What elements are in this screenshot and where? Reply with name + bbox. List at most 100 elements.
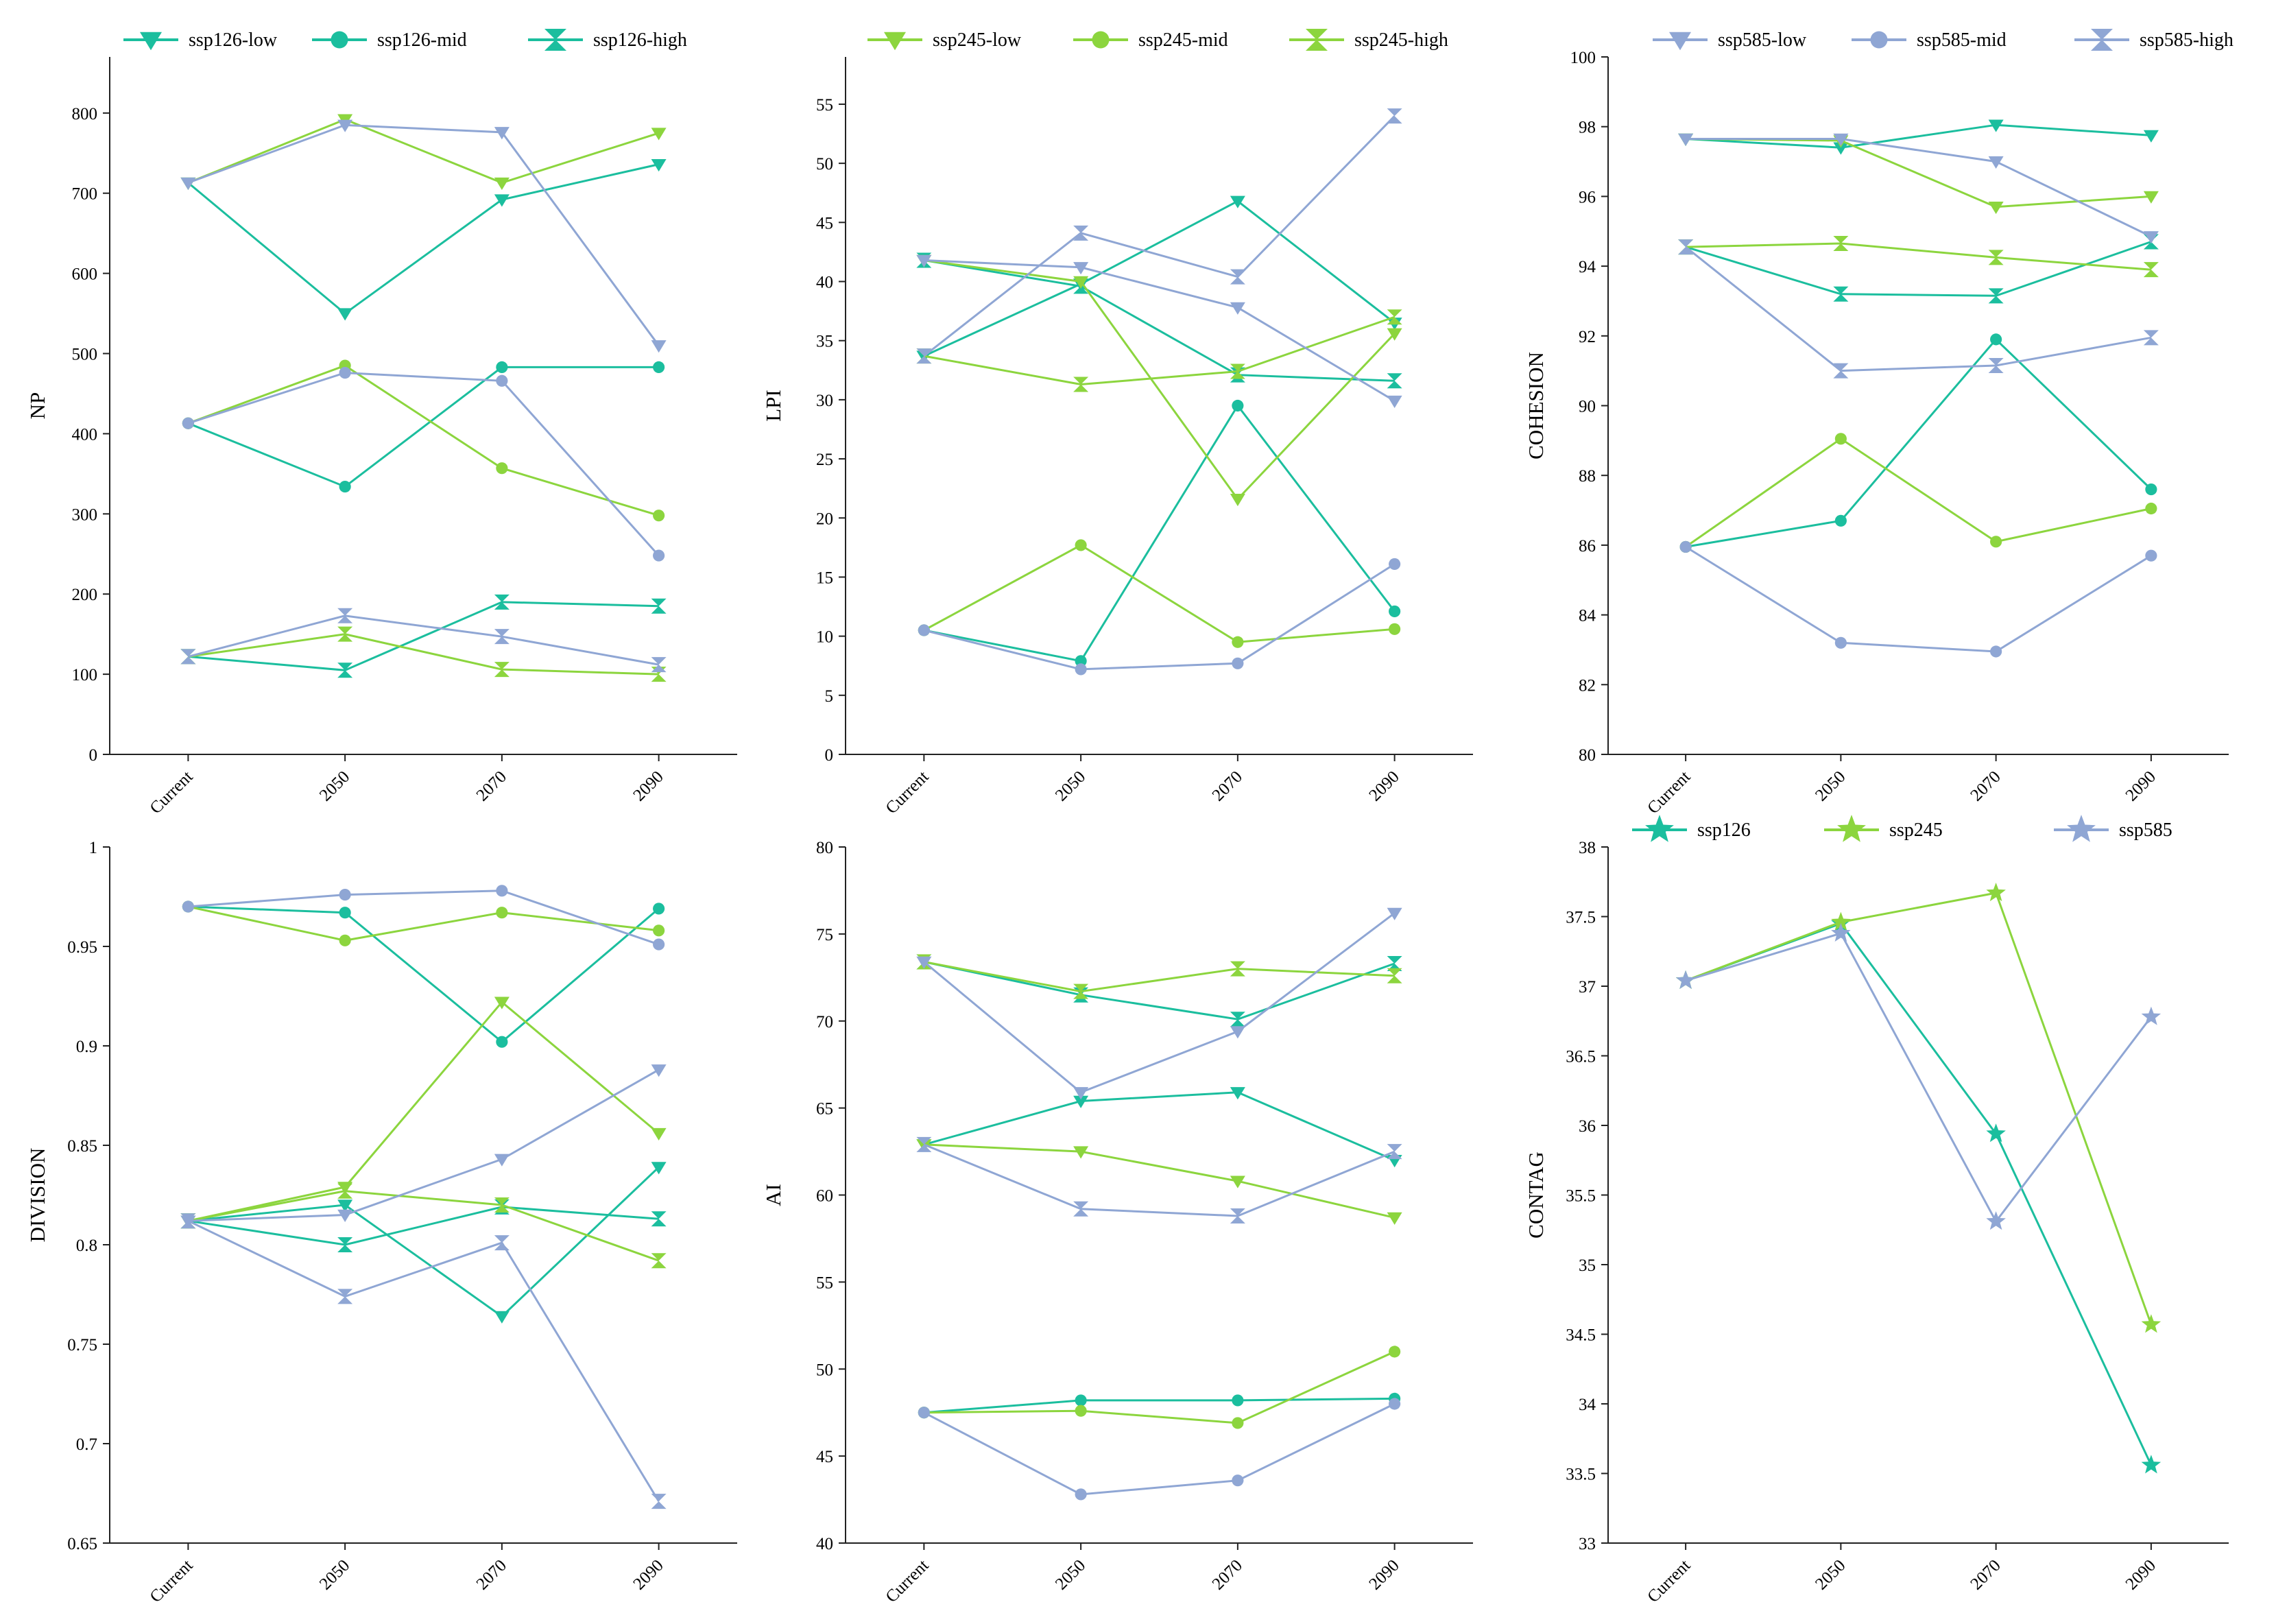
series-ssp126-low bbox=[916, 195, 1402, 363]
data-point bbox=[337, 1209, 353, 1222]
series-ssp585-low bbox=[1678, 133, 2159, 244]
series-line bbox=[924, 961, 1396, 1020]
y-tick-label: 800 bbox=[72, 105, 98, 123]
series-line bbox=[923, 115, 1396, 357]
data-point bbox=[1986, 1211, 2006, 1230]
series-ssp126-mid bbox=[918, 399, 1401, 667]
series-ssp585-low bbox=[180, 1064, 667, 1228]
series-line bbox=[923, 1402, 1396, 1496]
data-point bbox=[1988, 201, 2004, 215]
series-ssp245-high bbox=[180, 626, 667, 682]
y-tick-label: 96 bbox=[1579, 188, 1596, 206]
legend-label: ssp245-high bbox=[1354, 29, 1448, 51]
data-point bbox=[1073, 276, 1089, 289]
x-tick-label: 2070 bbox=[473, 1556, 510, 1593]
data-point bbox=[651, 1064, 667, 1077]
series-line bbox=[188, 1190, 660, 1262]
series-line bbox=[924, 1397, 1395, 1414]
data-point bbox=[916, 254, 932, 267]
series-ssp245-high bbox=[916, 309, 1402, 392]
series-ssp585-low bbox=[916, 907, 1402, 1100]
data-point bbox=[494, 1311, 510, 1324]
series-line bbox=[1685, 246, 2152, 372]
data-point bbox=[1675, 970, 1696, 989]
series-line bbox=[187, 366, 659, 488]
data-point bbox=[918, 1407, 930, 1419]
series-line bbox=[923, 544, 1395, 643]
series-line bbox=[188, 905, 659, 942]
y-tick-label: 0.7 bbox=[76, 1435, 97, 1454]
legend-marker bbox=[2067, 815, 2096, 842]
x-tick-label: 2070 bbox=[473, 767, 510, 804]
y-tick-label: 400 bbox=[72, 425, 98, 444]
data-point bbox=[1387, 395, 1402, 409]
x-tick-label: 2050 bbox=[1812, 1556, 1849, 1593]
legend-label: ssp585-low bbox=[1718, 29, 1807, 51]
series-ssp585-high bbox=[180, 1213, 667, 1509]
data-point bbox=[1389, 605, 1401, 618]
y-tick-label: 33 bbox=[1579, 1535, 1596, 1553]
data-point bbox=[337, 662, 353, 678]
x-tick-label: 2050 bbox=[316, 767, 353, 804]
data-point bbox=[653, 938, 665, 951]
legend-label: ssp126-high bbox=[593, 29, 687, 51]
data-point bbox=[1230, 302, 1245, 315]
y-tick-label: 90 bbox=[1579, 398, 1596, 416]
data-point bbox=[1833, 236, 1849, 252]
series-line bbox=[924, 259, 1396, 501]
y-tick-label: 65 bbox=[816, 1100, 833, 1119]
data-point bbox=[1387, 1212, 1402, 1225]
series-line bbox=[188, 614, 659, 666]
series-ssp585-mid bbox=[182, 366, 665, 562]
legend-marker bbox=[1645, 815, 1674, 842]
series-ssp585-mid bbox=[918, 1398, 1401, 1501]
y-tick-label: 0 bbox=[89, 746, 98, 765]
x-tick-label: 2070 bbox=[1967, 1556, 2004, 1593]
x-tick-label: Current bbox=[1644, 767, 1694, 817]
y-tick-label: 37 bbox=[1579, 978, 1596, 996]
data-point bbox=[1834, 514, 1847, 527]
legend-label: ssp126-low bbox=[189, 29, 278, 51]
series-ssp126-mid bbox=[182, 361, 665, 493]
data-point bbox=[916, 1136, 932, 1152]
data-point bbox=[916, 956, 932, 969]
series-line bbox=[187, 364, 660, 517]
y-tick-label: 60 bbox=[816, 1187, 833, 1206]
series-line bbox=[924, 259, 1395, 382]
data-point bbox=[1986, 1123, 2006, 1143]
data-point bbox=[337, 119, 353, 132]
y-tick-label: 86 bbox=[1579, 537, 1596, 556]
chart-contag: 33 33.5 34 34.5 35 35.5 36 36.5 37 37.5 38 Current 2… bbox=[1524, 815, 2229, 1606]
y-tick-label: 35 bbox=[816, 333, 833, 351]
y-tick-label: 10 bbox=[816, 628, 833, 647]
data-point bbox=[337, 608, 353, 623]
data-point bbox=[1230, 269, 1245, 285]
y-tick-label: 15 bbox=[816, 569, 833, 587]
data-point bbox=[1232, 636, 1244, 648]
legend-marker bbox=[1092, 31, 1110, 49]
data-point bbox=[651, 598, 667, 614]
data-point bbox=[1831, 922, 1851, 942]
data-point bbox=[651, 1211, 667, 1227]
y-tick-label: 88 bbox=[1579, 467, 1596, 486]
legend-marker bbox=[140, 32, 162, 51]
series-ssp245-mid bbox=[918, 1346, 1401, 1429]
y-tick-label: 1 bbox=[89, 839, 98, 857]
data-point bbox=[1679, 540, 1692, 553]
y-axis-title: AI bbox=[761, 1184, 785, 1206]
data-point bbox=[1387, 968, 1402, 983]
y-tick-label: 40 bbox=[816, 1535, 833, 1553]
data-point bbox=[2145, 483, 2157, 496]
series-line bbox=[188, 1206, 659, 1246]
data-point bbox=[918, 624, 930, 636]
data-point bbox=[337, 1237, 353, 1252]
x-tick-label: 2050 bbox=[1812, 767, 1849, 804]
data-point bbox=[494, 1235, 510, 1251]
series-line bbox=[188, 1068, 660, 1222]
data-point bbox=[1988, 250, 2004, 265]
series-ssp126-mid bbox=[918, 1392, 1401, 1419]
series-line bbox=[924, 315, 1396, 386]
y-tick-label: 100 bbox=[72, 666, 98, 684]
data-point bbox=[1232, 399, 1244, 412]
